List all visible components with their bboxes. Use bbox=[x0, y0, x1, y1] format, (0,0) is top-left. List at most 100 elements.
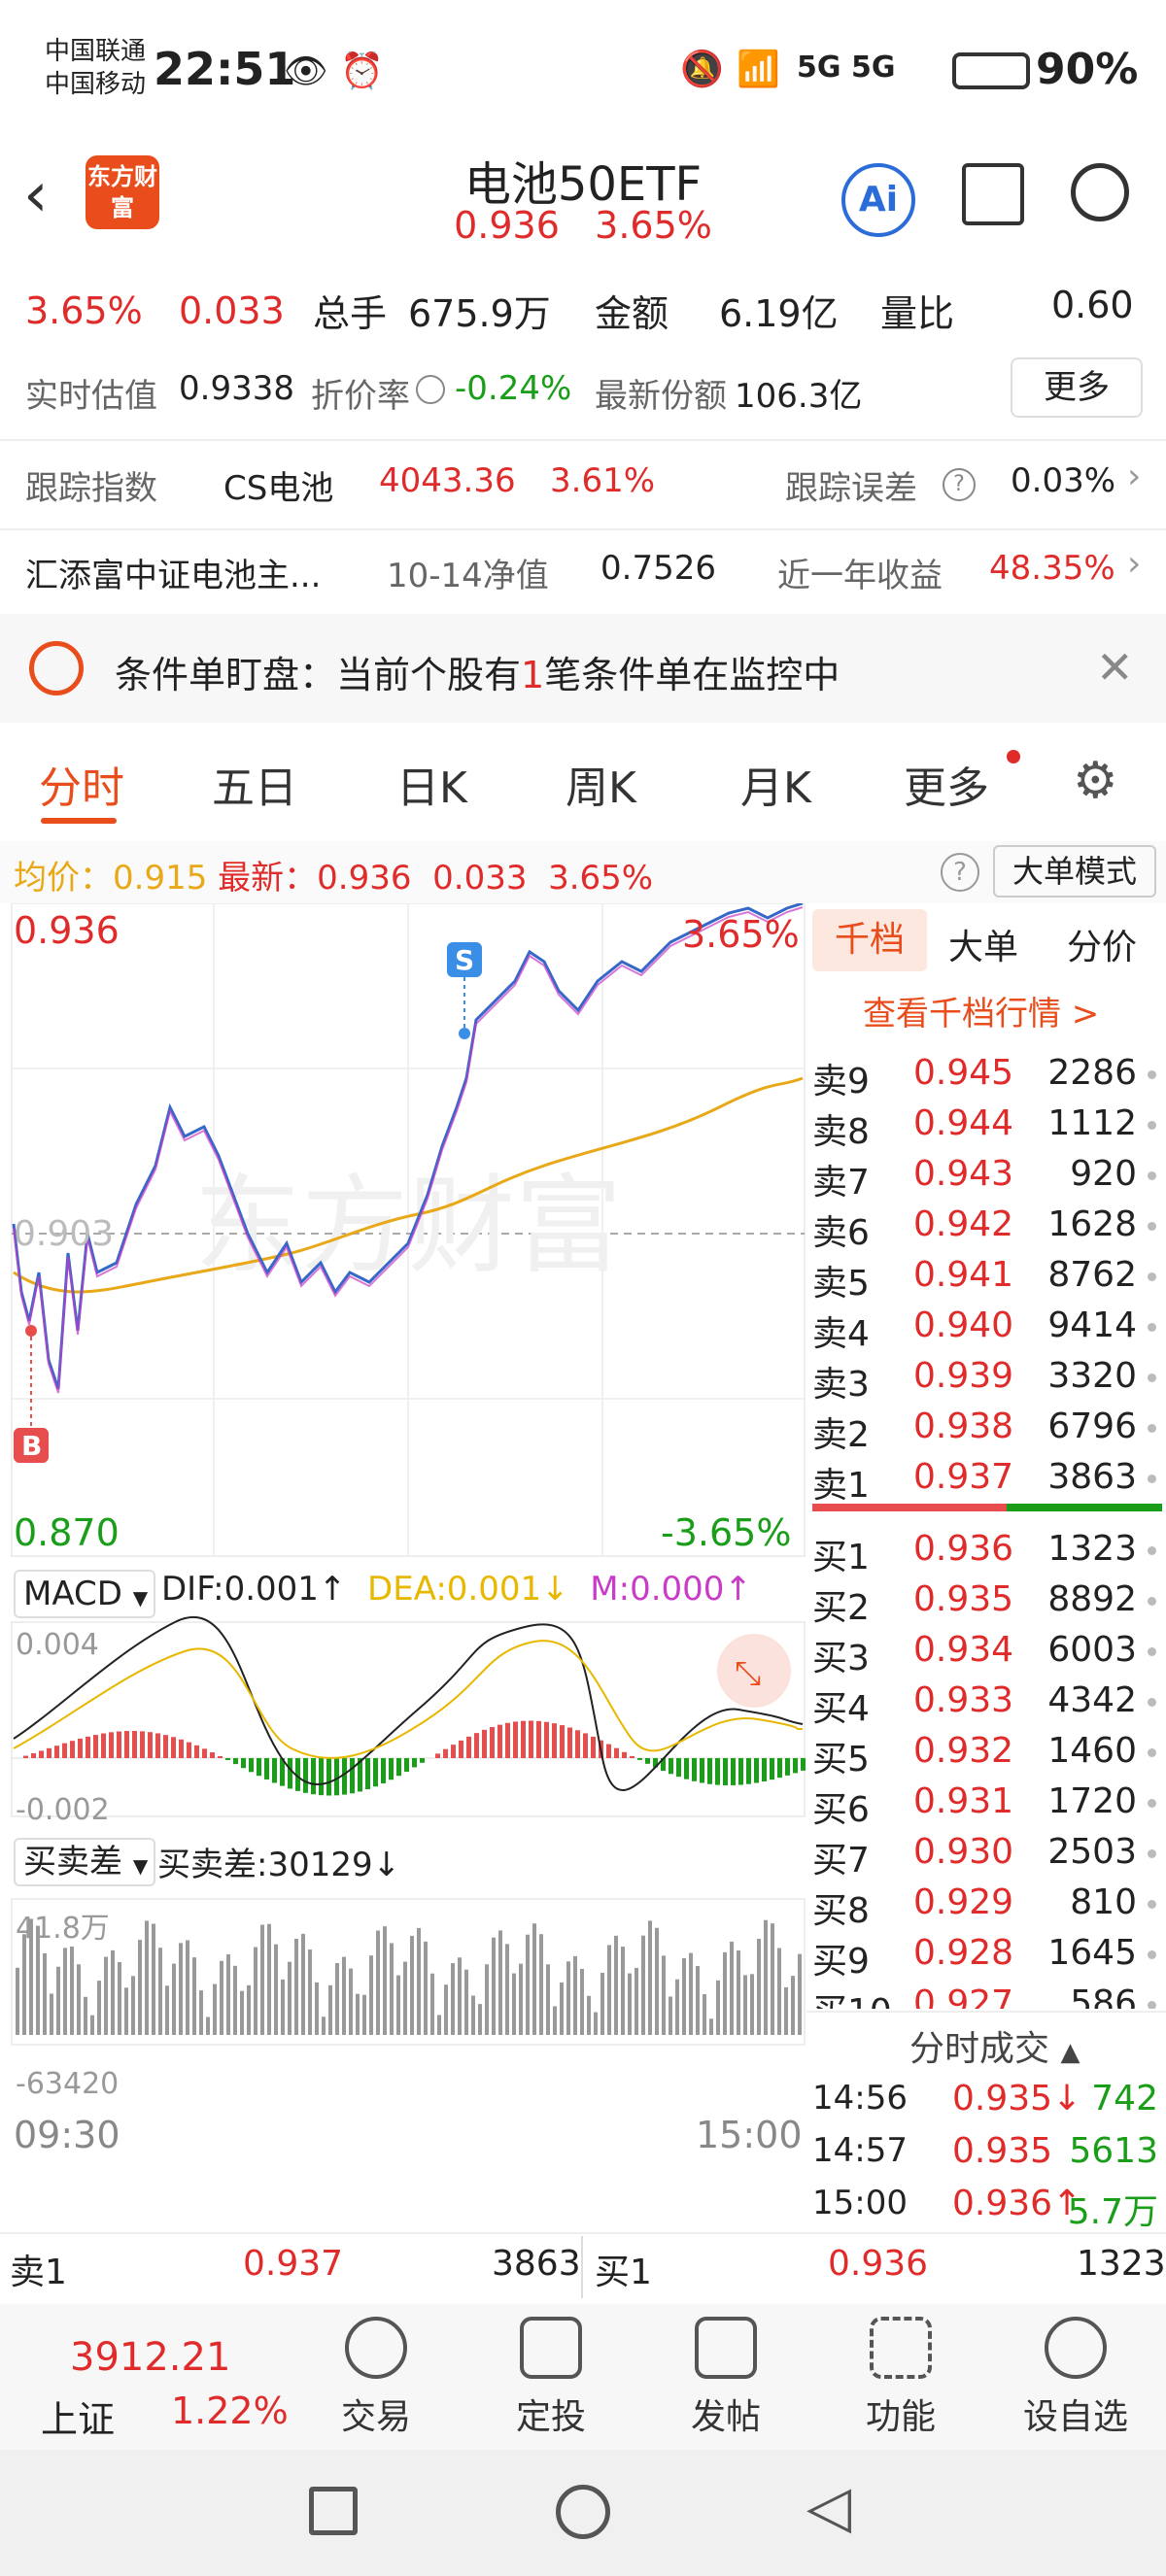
tracking-index-name[interactable]: CS电池 bbox=[223, 469, 334, 508]
tab-price-distribution[interactable]: 分价 bbox=[1067, 928, 1138, 967]
condition-order-text: 条件单盯盘：当前个股有1笔条件单在监控中 bbox=[115, 645, 840, 698]
stock-subtitle: 0.936 3.65% bbox=[389, 204, 777, 247]
expand-button[interactable] bbox=[717, 1634, 791, 1708]
recent-apps-button[interactable] bbox=[309, 2487, 358, 2535]
settings-gear-icon[interactable]: ⚙ bbox=[1073, 752, 1118, 810]
big-order-mode-button[interactable]: 大单模式 bbox=[993, 845, 1156, 898]
bs-diff-bar bbox=[526, 1934, 530, 2035]
nav-functions[interactable]: 功能 bbox=[828, 2317, 974, 2439]
ai-icon[interactable]: Ai bbox=[841, 163, 915, 237]
index-ticker[interactable]: 3912.21 上证 1.22% bbox=[10, 2314, 321, 2441]
chevron-right-icon[interactable]: › bbox=[1127, 457, 1142, 496]
bid-row[interactable]: 买5 0.932 1460 bbox=[812, 1727, 1162, 1779]
macd-bar bbox=[451, 1745, 456, 1758]
latest-pct: 3.65% bbox=[548, 859, 654, 898]
ask-row[interactable]: 卖5 0.941 8762 bbox=[812, 1251, 1162, 1304]
macd-selector[interactable]: MACD ▼ bbox=[14, 1570, 155, 1618]
tab-weekly-k[interactable]: 周K bbox=[566, 763, 636, 813]
order-book-link[interactable]: 查看千档行情 > bbox=[863, 995, 1100, 1034]
ask-row[interactable]: 卖7 0.943 920 bbox=[812, 1150, 1162, 1203]
macd-bar bbox=[715, 1758, 720, 1785]
avg-label: 均价： bbox=[14, 859, 113, 898]
bs-diff-bar bbox=[546, 1964, 550, 2035]
bid-row[interactable]: 买6 0.931 1720 bbox=[812, 1778, 1162, 1830]
help-icon[interactable]: ? bbox=[941, 853, 979, 892]
macd-bar bbox=[567, 1727, 572, 1758]
nav-invest[interactable]: 定投 bbox=[478, 2317, 624, 2439]
tab-more[interactable]: 更多 bbox=[904, 763, 989, 813]
home-button[interactable] bbox=[556, 2485, 610, 2539]
macd-bar bbox=[342, 1758, 347, 1795]
nav-add-watchlist[interactable]: 设自选 bbox=[1003, 2317, 1149, 2439]
bs-diff-bar bbox=[376, 1930, 380, 2035]
nav-post[interactable]: 发帖 bbox=[653, 2317, 799, 2439]
ask-row[interactable]: 卖2 0.938 6796 bbox=[812, 1403, 1162, 1455]
back-icon[interactable]: ‹ bbox=[23, 159, 49, 231]
condition-order-banner[interactable] bbox=[0, 614, 1166, 723]
search-icon[interactable] bbox=[1071, 163, 1129, 221]
bid-row[interactable]: 买8 0.929 810 bbox=[812, 1879, 1162, 1931]
bid-row[interactable]: 买4 0.933 4342 bbox=[812, 1677, 1162, 1729]
chevron-right-icon[interactable]: › bbox=[1127, 544, 1142, 584]
ask-row[interactable]: 卖3 0.939 3320 bbox=[812, 1352, 1162, 1405]
help-icon[interactable]: ? bbox=[943, 468, 976, 501]
bs-diff-bar bbox=[186, 1940, 189, 2035]
bid-price: 0.931 bbox=[913, 1781, 1014, 1821]
bid-row[interactable]: 买1 0.936 1323 bbox=[812, 1525, 1162, 1577]
bs-diff-bar bbox=[730, 1941, 734, 2035]
bid-row[interactable]: 买9 0.928 1645 bbox=[812, 1929, 1162, 1982]
macd-bar bbox=[536, 1720, 541, 1758]
macd-bar bbox=[47, 1747, 51, 1758]
intraday-chart[interactable]: 东方财富 S B ⤡ bbox=[0, 903, 806, 2171]
tab-intraday[interactable]: 分时 bbox=[39, 763, 124, 813]
bs-diff-bar bbox=[655, 1927, 659, 2035]
trades-header[interactable]: 分时成交 ▲ bbox=[909, 2020, 1080, 2071]
close-icon[interactable]: ✕ bbox=[1096, 641, 1134, 694]
bs-diff-bar bbox=[281, 1979, 285, 2035]
bs-diff-bar bbox=[587, 1995, 591, 2035]
ask-row[interactable]: 卖1 0.937 3863 bbox=[812, 1453, 1162, 1506]
grid-icon bbox=[870, 2317, 932, 2379]
bid-row[interactable]: 买10 0.927 586 bbox=[812, 1980, 1162, 2009]
buy-marker[interactable] bbox=[14, 1428, 49, 1463]
discount-info-icon[interactable] bbox=[416, 375, 445, 404]
ask-row[interactable]: 卖4 0.940 9414 bbox=[812, 1302, 1162, 1354]
bid-price: 0.930 bbox=[913, 1832, 1014, 1872]
tab-order-book[interactable]: 千档 bbox=[812, 909, 927, 971]
bid-row[interactable]: 买3 0.934 6003 bbox=[812, 1626, 1162, 1678]
bs-diff-selector[interactable]: 买卖差 ▼ bbox=[14, 1838, 155, 1886]
macd-bar bbox=[801, 1758, 806, 1771]
shares-value: 106.3亿 bbox=[735, 377, 863, 416]
ask-row[interactable]: 卖9 0.945 2286 bbox=[812, 1049, 1162, 1102]
ask-row[interactable]: 卖8 0.944 1112 bbox=[812, 1100, 1162, 1152]
bid-level: 买4 bbox=[812, 1689, 870, 1729]
tab-five-day[interactable]: 五日 bbox=[212, 763, 297, 813]
tab-daily-k[interactable]: 日K bbox=[396, 763, 467, 813]
share-icon[interactable] bbox=[962, 163, 1024, 225]
tracking-error-value[interactable]: 0.03% bbox=[1011, 461, 1116, 500]
bid-row[interactable]: 买7 0.930 2503 bbox=[812, 1828, 1162, 1881]
axis-bottom-price: 0.870 bbox=[14, 1511, 120, 1554]
order-dot bbox=[1148, 1799, 1156, 1808]
ask-row[interactable]: 卖6 0.942 1628 bbox=[812, 1201, 1162, 1253]
fund-yield-value[interactable]: 48.35% bbox=[989, 549, 1115, 588]
bottom-bid-vol: 1323 bbox=[1077, 2244, 1166, 2284]
tab-big-orders[interactable]: 大单 bbox=[948, 928, 1019, 967]
fund-name[interactable]: 汇添富中证电池主... bbox=[25, 557, 322, 595]
tab-monthly-k[interactable]: 月K bbox=[740, 763, 811, 813]
macd-bar bbox=[358, 1758, 362, 1792]
bs-diff-bar bbox=[56, 1966, 60, 2035]
macd-bar bbox=[334, 1758, 339, 1796]
carrier-1: 中国联通 bbox=[45, 37, 147, 66]
back-button[interactable]: ◁ bbox=[806, 2473, 852, 2541]
macd-bar bbox=[575, 1730, 580, 1758]
bid-row[interactable]: 买2 0.935 8892 bbox=[812, 1576, 1162, 1628]
macd-bar bbox=[474, 1733, 479, 1758]
app-logo: 东方财富 bbox=[86, 155, 159, 229]
bs-diff-bar bbox=[111, 1949, 115, 2035]
sell-marker[interactable] bbox=[447, 942, 482, 977]
nav-add-watchlist-label: 设自选 bbox=[1022, 2397, 1128, 2437]
bs-diff-bar bbox=[771, 1923, 774, 2035]
more-button[interactable]: 更多 bbox=[1011, 357, 1143, 418]
nav-trade[interactable]: 交易 bbox=[303, 2317, 449, 2439]
